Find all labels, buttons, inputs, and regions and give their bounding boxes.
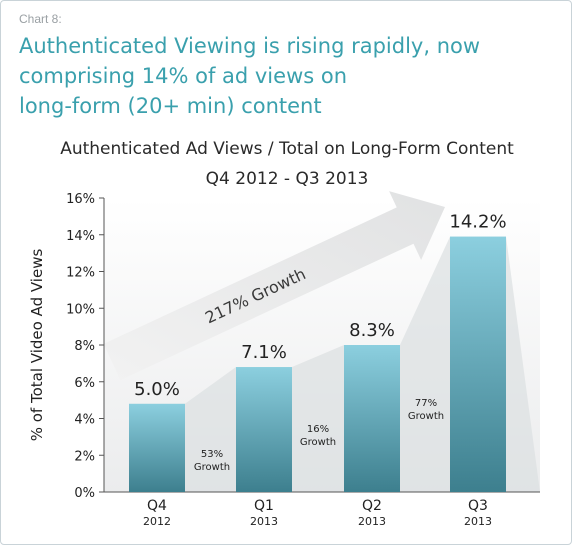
y-tick-label: 12% xyxy=(66,266,95,281)
bar-q2-2013 xyxy=(344,345,400,492)
x-tick-label-year: 2013 xyxy=(358,515,386,528)
y-tick-label: 8% xyxy=(74,339,95,354)
x-tick-label-year: 2013 xyxy=(250,515,278,528)
chart-title: Authenticated Ad Views / Total on Long-F… xyxy=(60,139,514,159)
chart-subtitle: Q4 2012 - Q3 2013 xyxy=(205,169,369,189)
growth-annotation-word: Growth xyxy=(300,437,336,448)
growth-annotation-word: Growth xyxy=(408,411,444,422)
growth-annotation-pct: 77% xyxy=(415,398,437,409)
x-tick-label-quarter: Q4 xyxy=(147,498,167,514)
data-label: 7.1% xyxy=(241,342,287,363)
headline-line-2: comprising 14% of ad views on xyxy=(19,64,348,88)
bar-q3-2013 xyxy=(450,236,506,492)
y-tick-label: 16% xyxy=(66,192,95,207)
y-tick-label: 0% xyxy=(74,486,95,501)
headline-line-1: Authenticated Viewing is rising rapidly,… xyxy=(19,34,481,58)
data-label: 8.3% xyxy=(349,320,395,341)
y-tick-label: 4% xyxy=(74,413,95,428)
growth-annotation-pct: 16% xyxy=(307,424,329,435)
growth-arrow xyxy=(103,191,445,381)
y-tick-label: 2% xyxy=(74,449,95,464)
growth-annotation-word: Growth xyxy=(194,462,230,473)
data-label: 14.2% xyxy=(449,212,506,233)
growth-band xyxy=(129,236,540,492)
x-tick-label-quarter: Q1 xyxy=(254,498,274,514)
headline: Authenticated Viewing is rising rapidly,… xyxy=(19,31,549,121)
x-tick-label-quarter: Q2 xyxy=(362,498,382,514)
data-label: 5.0% xyxy=(134,379,180,400)
headline-line-3: long-form (20+ min) content xyxy=(19,94,322,118)
chart-number-label: Chart 8: xyxy=(19,12,62,26)
x-tick-label-year: 2013 xyxy=(464,515,492,528)
x-tick-label-year: 2012 xyxy=(143,515,171,528)
bar-q1-2013 xyxy=(236,367,292,492)
growth-annotation-pct: 53% xyxy=(201,449,223,460)
x-tick-label-quarter: Q3 xyxy=(468,498,488,514)
y-tick-label: 6% xyxy=(74,376,95,391)
y-tick-label: 10% xyxy=(66,302,95,317)
y-axis-title: % of Total Video Ad Views xyxy=(28,249,46,442)
y-tick-label: 14% xyxy=(66,229,95,244)
bar-q4-2012 xyxy=(129,403,185,492)
